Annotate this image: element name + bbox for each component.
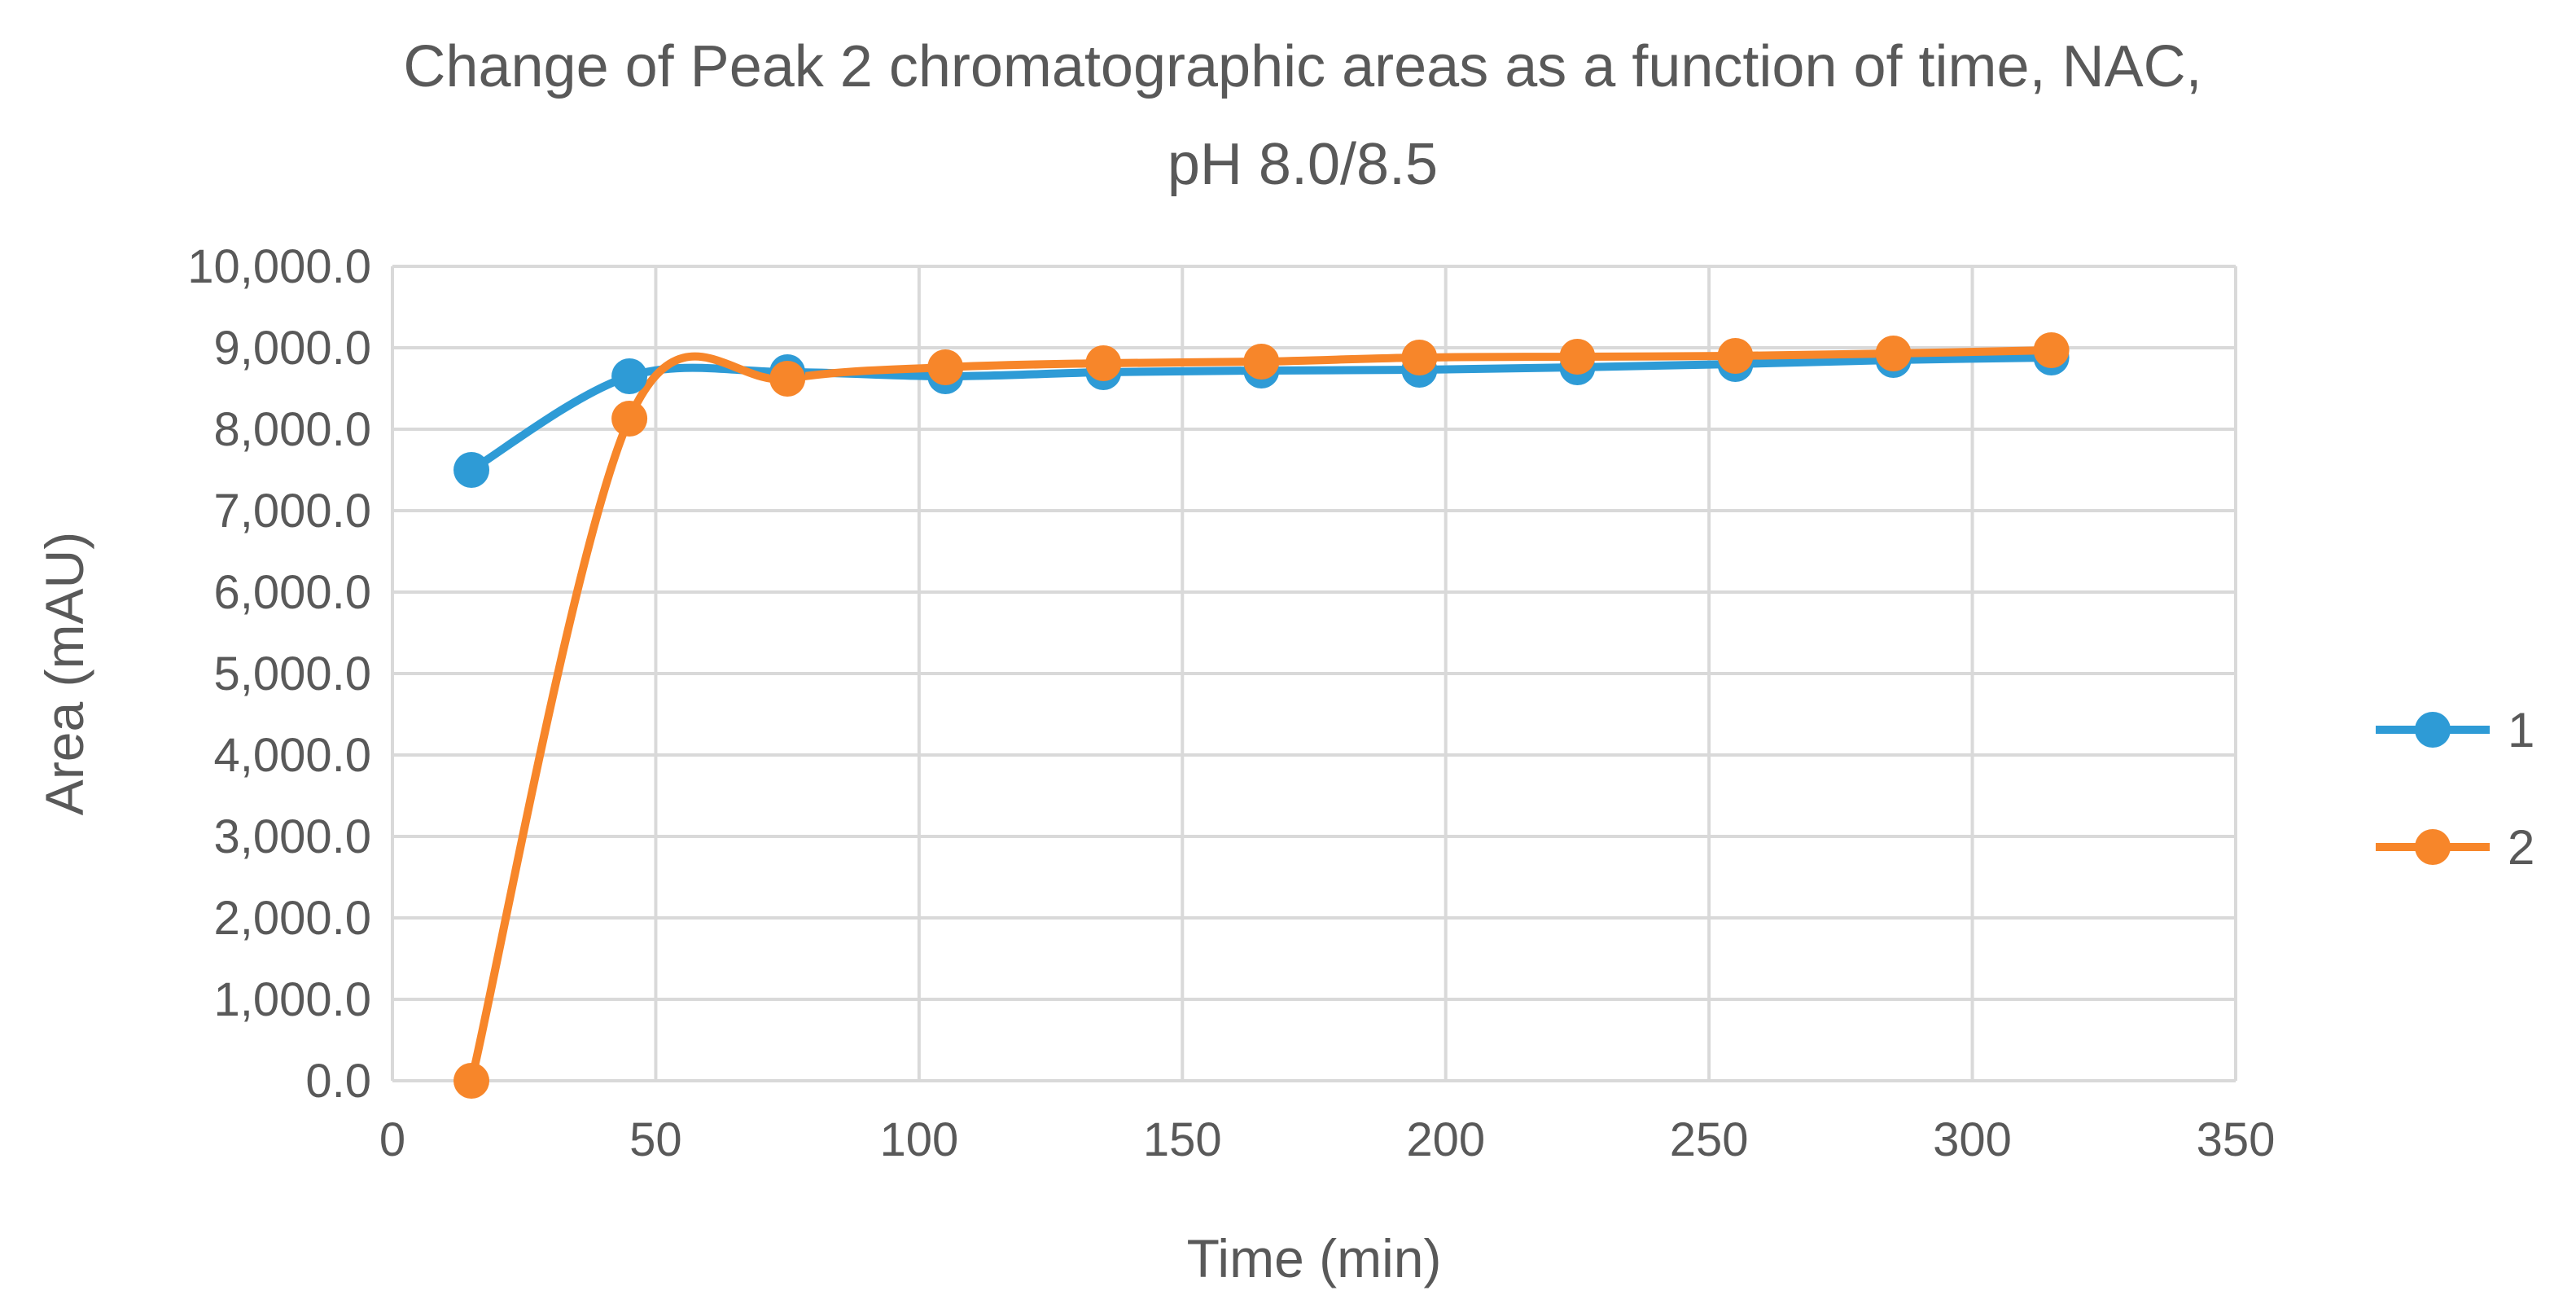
- x-tick-label: 0: [379, 1113, 405, 1166]
- y-tick-label: 0.0: [305, 1055, 371, 1108]
- x-tick-label: 200: [1406, 1113, 1485, 1166]
- chart-title-line-2: pH 8.0/8.5: [1167, 132, 1439, 197]
- x-axis-title: Time (min): [1187, 1228, 1442, 1288]
- series-2-line: [467, 346, 2056, 1085]
- chart-title: Change of Peak 2 chromatographic areas a…: [147, 18, 2459, 213]
- legend-marker-2: [2415, 829, 2451, 865]
- series-2-marker: [1085, 345, 1122, 381]
- y-tick-label: 1,000.0: [213, 973, 371, 1026]
- series-1-marker: [611, 358, 648, 394]
- y-tick-label: 5,000.0: [213, 647, 371, 700]
- series-1-marker: [453, 452, 490, 488]
- series-2-marker: [769, 361, 806, 397]
- series-2-marker: [927, 349, 964, 385]
- series-2-marker: [611, 401, 648, 437]
- series-2-marker: [2033, 332, 2070, 368]
- x-tick-label: 250: [1670, 1113, 1749, 1166]
- y-tick-label: 10,000.0: [187, 240, 371, 293]
- series-lines: [467, 346, 2056, 1085]
- series-2-marker: [1875, 336, 1912, 371]
- y-axis-title: Area (mAU): [34, 532, 94, 815]
- series-2-marker: [1243, 344, 1280, 380]
- legend-marker-1: [2415, 712, 2451, 748]
- y-tick-label: 6,000.0: [213, 566, 371, 619]
- y-tick-label: 4,000.0: [213, 729, 371, 782]
- series-2-marker: [1717, 338, 1754, 374]
- y-tick-label: 8,000.0: [213, 403, 371, 456]
- x-tick-label: 300: [1933, 1113, 2012, 1166]
- legend-label-2: 2: [2508, 820, 2534, 875]
- series-2-marker: [1401, 340, 1438, 375]
- legend: 12: [2376, 703, 2534, 875]
- legend-label-1: 1: [2508, 703, 2534, 757]
- y-tick-label: 7,000.0: [213, 485, 371, 538]
- tick-labels: 0.0 1,000.0 2,000.0 3,000.0 4,000.0 5,000.0 6,…: [187, 240, 2275, 1166]
- x-tick-label: 50: [629, 1113, 682, 1166]
- series-2-marker: [1559, 339, 1596, 375]
- series-2-marker: [453, 1063, 490, 1099]
- x-tick-label: 100: [879, 1113, 958, 1166]
- y-tick-label: 9,000.0: [213, 322, 371, 375]
- y-tick-label: 3,000.0: [213, 810, 371, 863]
- x-tick-label: 350: [2197, 1113, 2276, 1166]
- x-tick-label: 150: [1143, 1113, 1222, 1166]
- y-tick-label: 2,000.0: [213, 892, 371, 945]
- gridlines: [391, 265, 2237, 1082]
- series-markers: [453, 332, 2070, 1099]
- chart-title-line-1: Change of Peak 2 chromatographic areas a…: [403, 34, 2202, 99]
